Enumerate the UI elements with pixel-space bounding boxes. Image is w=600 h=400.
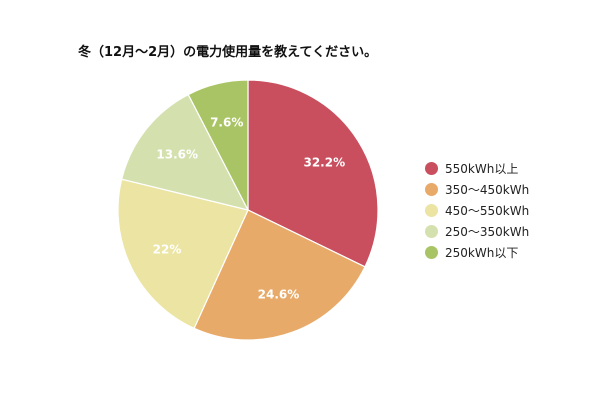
pie-slice-350-450kwh — [193, 209, 366, 341]
pie-slice-250-350kwh — [120, 93, 250, 211]
legend: 550kWh以上 350〜450kWh 450〜550kWh 250〜350kWh 25… — [425, 158, 529, 263]
chart-title: 冬（12月〜2月）の電力使用量を教えてください。 — [78, 45, 378, 60]
legend-label: 350〜450kWh — [445, 183, 530, 197]
legend-swatch — [425, 225, 438, 238]
pie-value-labels: 32.2% 24.6% 22% 13.6% 7.6% — [153, 116, 345, 302]
legend-swatch — [425, 246, 438, 259]
pie-slices — [117, 79, 379, 341]
pie-value-label: 7.6% — [210, 116, 243, 130]
legend-item: 450〜550kWh — [425, 200, 529, 221]
legend-label: 550kWh以上 — [445, 162, 519, 176]
legend-item: 250〜350kWh — [425, 221, 529, 242]
legend-item: 350〜450kWh — [425, 179, 529, 200]
legend-swatch — [425, 183, 438, 196]
legend-label: 450〜550kWh — [445, 204, 530, 218]
pie-value-label: 22% — [153, 242, 182, 256]
pie-slice-250kwh — [187, 79, 249, 211]
pie-slice-450-550kwh — [117, 178, 249, 330]
pie-slice-550kwh — [247, 79, 379, 268]
legend-item: 250kWh以下 — [425, 242, 529, 263]
pie-value-label: 32.2% — [303, 155, 345, 169]
legend-label: 250kWh以下 — [445, 246, 519, 260]
legend-swatch — [425, 204, 438, 217]
pie-value-label: 24.6% — [258, 288, 300, 302]
legend-label: 250〜350kWh — [445, 225, 530, 239]
legend-item: 550kWh以上 — [425, 158, 529, 179]
legend-swatch — [425, 162, 438, 175]
pie-value-label: 13.6% — [156, 147, 198, 161]
